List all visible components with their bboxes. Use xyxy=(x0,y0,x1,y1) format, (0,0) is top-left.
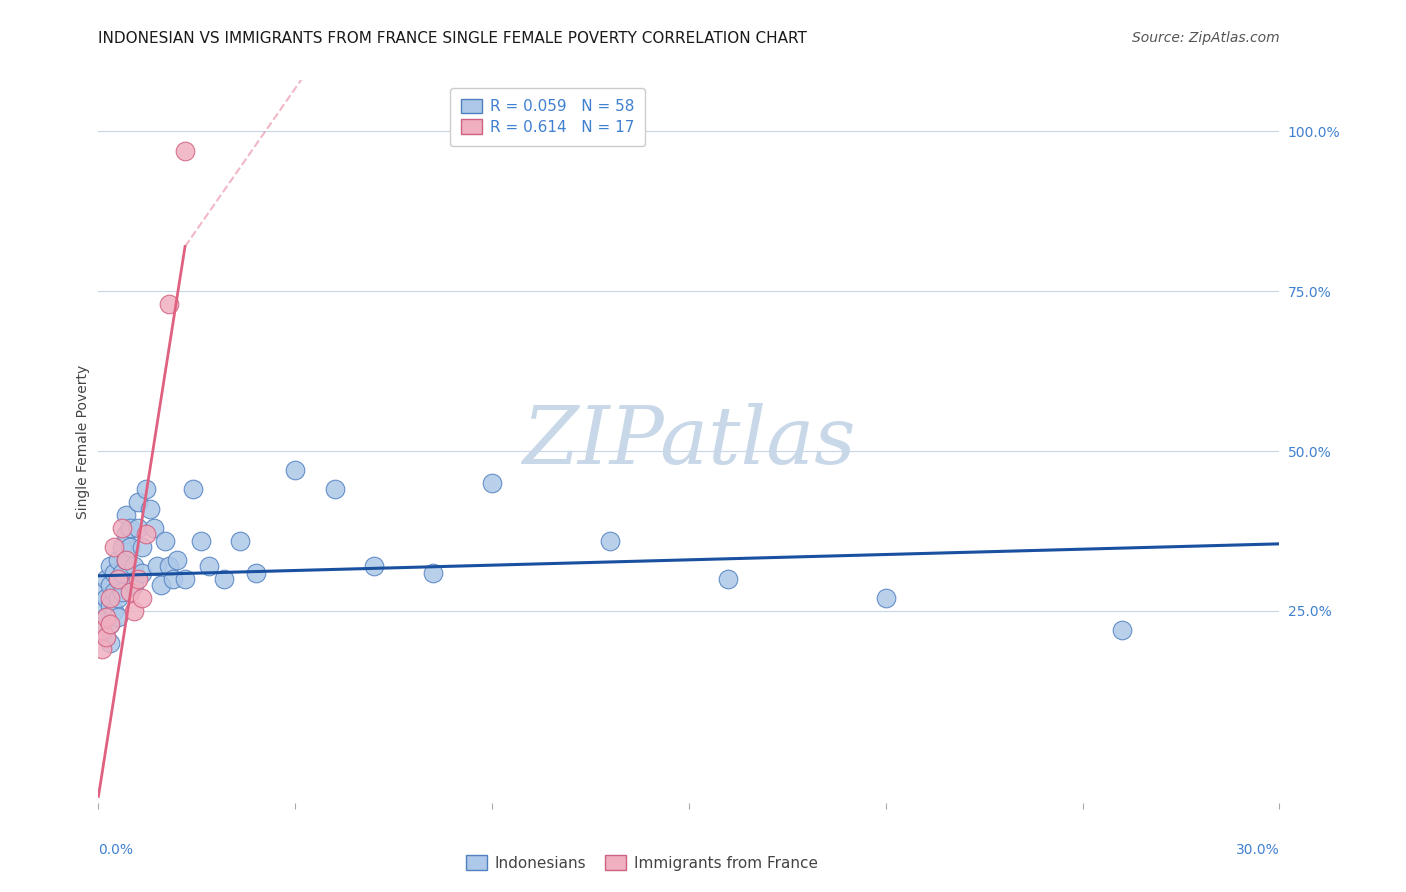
Text: ZIPatlas: ZIPatlas xyxy=(522,403,856,480)
Point xyxy=(103,540,125,554)
Point xyxy=(599,533,621,548)
Point xyxy=(245,566,267,580)
Point xyxy=(717,572,740,586)
Point xyxy=(157,559,180,574)
Point xyxy=(166,553,188,567)
Point xyxy=(98,616,121,631)
Point xyxy=(127,572,149,586)
Point xyxy=(115,553,138,567)
Point xyxy=(422,566,444,580)
Point xyxy=(96,630,118,644)
Point xyxy=(103,604,125,618)
Point xyxy=(91,642,114,657)
Point xyxy=(118,521,141,535)
Point xyxy=(155,533,177,548)
Legend: Indonesians, Immigrants from France: Indonesians, Immigrants from France xyxy=(458,847,825,879)
Y-axis label: Single Female Poverty: Single Female Poverty xyxy=(76,365,90,518)
Point xyxy=(91,623,114,637)
Point xyxy=(131,591,153,606)
Text: INDONESIAN VS IMMIGRANTS FROM FRANCE SINGLE FEMALE POVERTY CORRELATION CHART: INDONESIAN VS IMMIGRANTS FROM FRANCE SIN… xyxy=(98,31,807,46)
Point xyxy=(229,533,252,548)
Point xyxy=(363,559,385,574)
Point xyxy=(131,540,153,554)
Point xyxy=(284,463,307,477)
Point xyxy=(127,495,149,509)
Point xyxy=(111,584,134,599)
Point xyxy=(118,540,141,554)
Point xyxy=(127,521,149,535)
Point xyxy=(111,540,134,554)
Text: 30.0%: 30.0% xyxy=(1236,843,1279,857)
Point xyxy=(98,559,121,574)
Point xyxy=(157,297,180,311)
Point xyxy=(98,616,121,631)
Point xyxy=(146,559,169,574)
Point xyxy=(115,553,138,567)
Point xyxy=(135,527,157,541)
Point xyxy=(98,636,121,650)
Point xyxy=(181,483,204,497)
Point xyxy=(107,591,129,606)
Point xyxy=(96,572,118,586)
Point xyxy=(174,144,197,158)
Point xyxy=(875,591,897,606)
Point xyxy=(96,630,118,644)
Point xyxy=(115,508,138,522)
Point xyxy=(107,572,129,586)
Point xyxy=(150,578,173,592)
Point xyxy=(98,598,121,612)
Point xyxy=(96,610,118,624)
Point xyxy=(122,604,145,618)
Point xyxy=(111,521,134,535)
Text: Source: ZipAtlas.com: Source: ZipAtlas.com xyxy=(1132,31,1279,45)
Point xyxy=(115,527,138,541)
Point xyxy=(323,483,346,497)
Point xyxy=(131,566,153,580)
Point xyxy=(103,566,125,580)
Point xyxy=(103,584,125,599)
Point xyxy=(91,604,114,618)
Point xyxy=(135,483,157,497)
Point xyxy=(91,623,114,637)
Point xyxy=(138,501,160,516)
Point xyxy=(96,591,118,606)
Point xyxy=(111,566,134,580)
Point xyxy=(122,578,145,592)
Point xyxy=(162,572,184,586)
Point xyxy=(107,553,129,567)
Text: 0.0%: 0.0% xyxy=(98,843,134,857)
Point xyxy=(122,559,145,574)
Point xyxy=(107,610,129,624)
Point xyxy=(98,591,121,606)
Point xyxy=(107,572,129,586)
Point xyxy=(98,578,121,592)
Point xyxy=(118,584,141,599)
Point xyxy=(91,584,114,599)
Point xyxy=(190,533,212,548)
Point xyxy=(197,559,219,574)
Point xyxy=(1111,623,1133,637)
Point xyxy=(142,521,165,535)
Point xyxy=(96,610,118,624)
Point xyxy=(174,572,197,586)
Point xyxy=(214,572,236,586)
Point xyxy=(481,476,503,491)
